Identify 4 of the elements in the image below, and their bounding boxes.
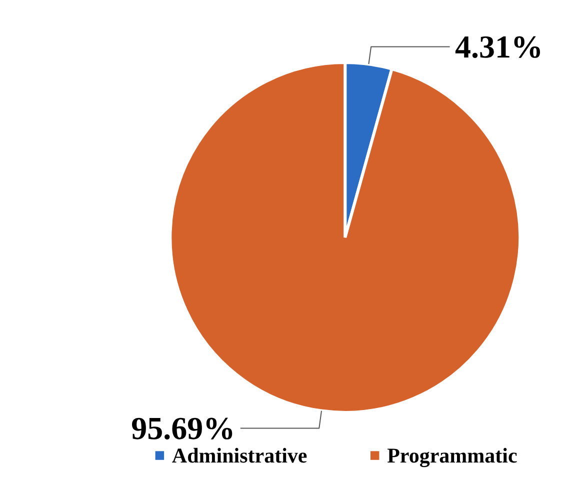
data-label: 95.69% [131, 410, 236, 446]
data-label: 4.31% [455, 28, 544, 65]
legend-label: Programmatic [387, 444, 518, 468]
legend-label: Administrative [172, 444, 308, 468]
